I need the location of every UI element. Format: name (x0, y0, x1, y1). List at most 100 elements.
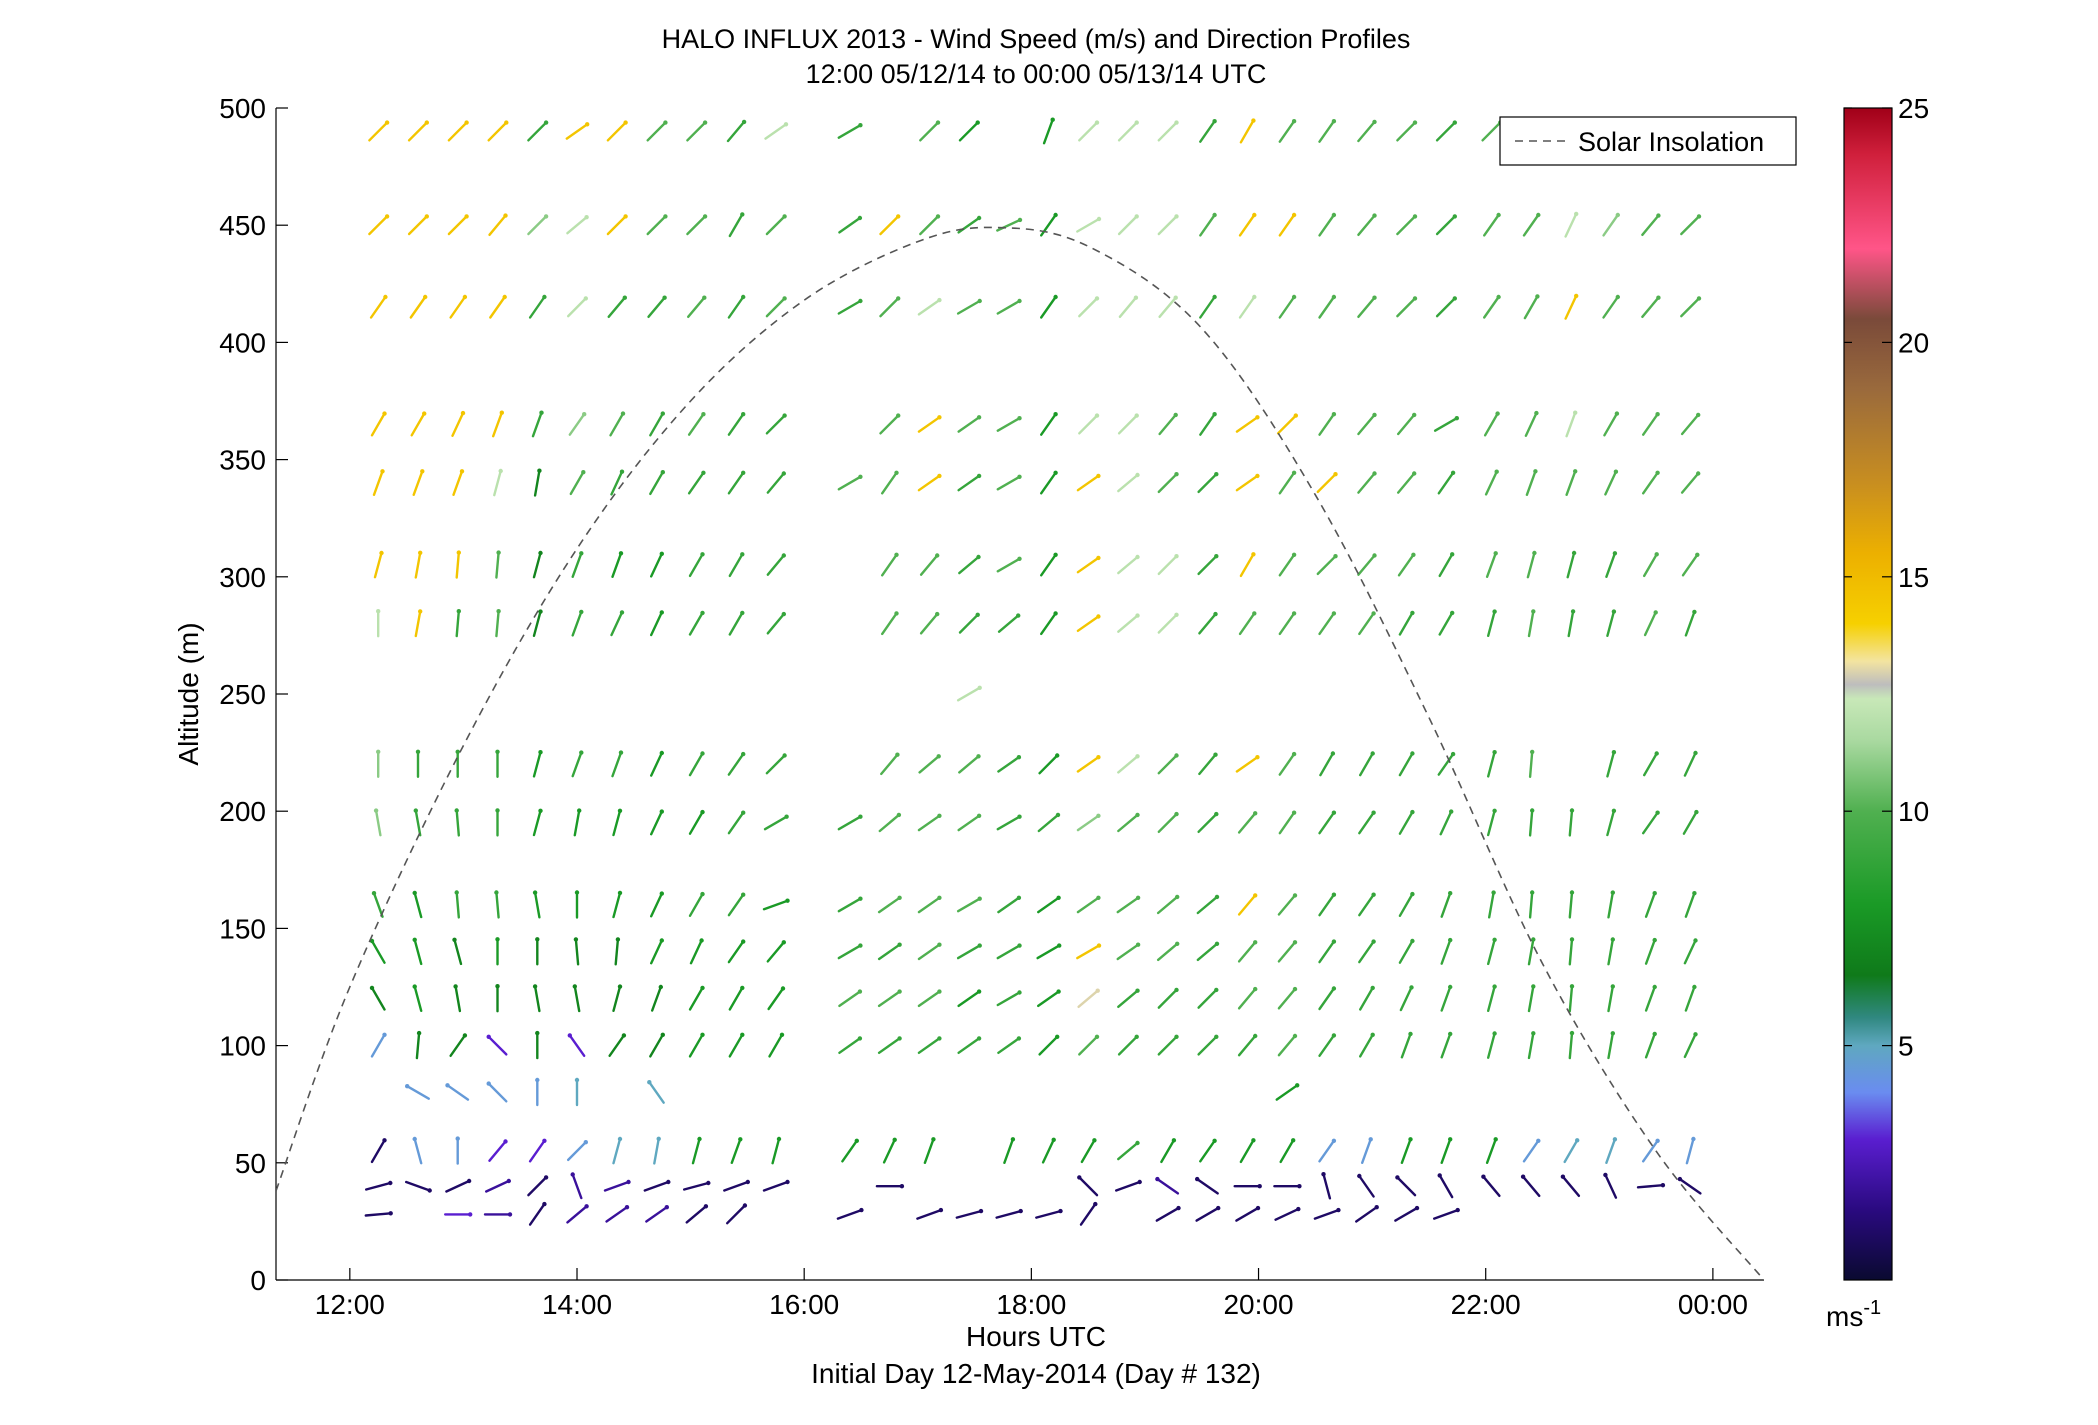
wind-vector (650, 551, 664, 578)
wind-vector-head (1450, 470, 1456, 475)
wind-vector-head (1292, 940, 1298, 945)
wind-vector (919, 214, 941, 236)
wind-vector-head (1291, 810, 1297, 815)
wind-vector-shaft (958, 755, 980, 774)
wind-vector (1039, 294, 1058, 319)
wind-vector-shaft (1197, 988, 1218, 1009)
wind-vector (1527, 937, 1536, 966)
wind-vector-head (615, 937, 621, 942)
wind-vector (1197, 811, 1219, 833)
wind-vector (1237, 940, 1258, 963)
wind-vector-head (1214, 811, 1219, 817)
wind-vector-shaft (407, 121, 428, 142)
wind-vector-shaft (1278, 295, 1296, 319)
wind-vector-head (701, 470, 706, 475)
wind-vector-shaft (1239, 119, 1255, 144)
wind-vector-shaft (838, 1037, 862, 1055)
wind-vector-head (1694, 809, 1699, 815)
wind-vector (1394, 1205, 1420, 1222)
wind-vector-head (462, 1033, 468, 1038)
wind-vector (573, 937, 580, 966)
wind-vector (1318, 939, 1337, 964)
wind-vector-head (581, 470, 586, 475)
wind-vector-shaft (1360, 1138, 1372, 1165)
wind-vector (1277, 893, 1298, 916)
wind-vector-shaft (1239, 1139, 1255, 1164)
colorbar-tick-label: 10 (1898, 796, 1929, 827)
wind-vector-shaft (958, 555, 980, 575)
wind-vector (996, 814, 1022, 831)
wind-vector-shaft (454, 985, 462, 1013)
wind-vector (1041, 1137, 1056, 1164)
wind-vector-shaft (527, 1176, 548, 1197)
wind-vector-head (1693, 750, 1698, 756)
wind-vector-shaft (1117, 1141, 1139, 1161)
wind-vector-shaft (726, 120, 746, 143)
wind-vector (1527, 984, 1536, 1013)
wind-vector-shaft (768, 1033, 784, 1058)
wind-vector-head (1214, 472, 1219, 477)
wind-vector (495, 937, 500, 966)
wind-vector-head (1016, 1036, 1022, 1041)
wind-vector (535, 1030, 540, 1060)
wind-vector-shaft (1318, 295, 1336, 319)
wind-vector-head (1134, 120, 1139, 125)
wind-vector-head (703, 1204, 709, 1209)
wind-vector-shaft (370, 939, 386, 964)
wind-vector-shaft (1641, 471, 1659, 495)
wind-vector-head (1412, 120, 1418, 125)
x-ticks: 12:00 14:00 16:00 18:00 20:00 22:00 00:00 (315, 1268, 1748, 1320)
wind-vector (1358, 611, 1376, 636)
wind-vector-shaft (1157, 555, 1178, 576)
wind-vector (762, 1179, 790, 1192)
wind-vector-shaft (1433, 417, 1459, 432)
wind-vector-head (1135, 472, 1140, 478)
wind-vector-shaft (997, 1037, 1021, 1055)
wind-vector (1157, 120, 1179, 142)
wind-vector-head (660, 1032, 665, 1038)
wind-vector (762, 898, 790, 911)
wind-vector-head (1448, 984, 1453, 990)
wind-vector (1438, 552, 1455, 578)
wind-vector-shaft (1357, 413, 1376, 436)
wind-vector (608, 1033, 627, 1058)
wind-vector (1486, 808, 1497, 837)
wind-vector-shaft (997, 756, 1021, 773)
wind-vector-head (1053, 611, 1058, 616)
wind-vector-head (382, 1032, 387, 1038)
wind-vector-head (1094, 296, 1100, 301)
wind-vector-head (573, 937, 579, 942)
wind-vector-shaft (1199, 295, 1216, 319)
wind-vector-shaft (996, 417, 1021, 432)
wind-vector-head (975, 120, 980, 125)
wind-vector (1606, 609, 1617, 637)
wind-vector (485, 1178, 511, 1193)
wind-vector (955, 1208, 984, 1219)
wind-vector-shaft (566, 215, 588, 235)
wind-vector-head (376, 609, 381, 614)
wind-vector-head (1410, 938, 1415, 944)
wind-vector-shaft (1398, 611, 1414, 636)
wind-vector-shaft (1524, 411, 1538, 437)
wind-vector-shaft (1605, 1138, 1617, 1165)
wind-vector-head (1291, 212, 1297, 218)
wind-vector-head (383, 294, 388, 300)
wind-vector (1485, 551, 1498, 578)
wind-vector-head (896, 413, 901, 418)
wind-vector-shaft (1438, 611, 1454, 636)
wind-vector-shaft (1565, 411, 1577, 438)
wind-vector (1117, 754, 1140, 774)
wind-vector-head (1252, 294, 1257, 300)
wind-vector-head (1094, 120, 1100, 125)
wind-vector (370, 1138, 387, 1164)
wind-vector-head (660, 411, 665, 416)
wind-vector-shaft (1567, 610, 1575, 638)
wind-vector-head (781, 471, 786, 476)
wind-vector-head (1610, 937, 1616, 942)
wind-vector-shaft (1483, 412, 1499, 437)
wind-vector-head (1096, 614, 1101, 619)
wind-vector-shaft (957, 416, 981, 433)
wind-vector (1038, 1034, 1060, 1056)
wind-vector-head (702, 214, 708, 219)
wind-vector-head (1615, 294, 1621, 300)
